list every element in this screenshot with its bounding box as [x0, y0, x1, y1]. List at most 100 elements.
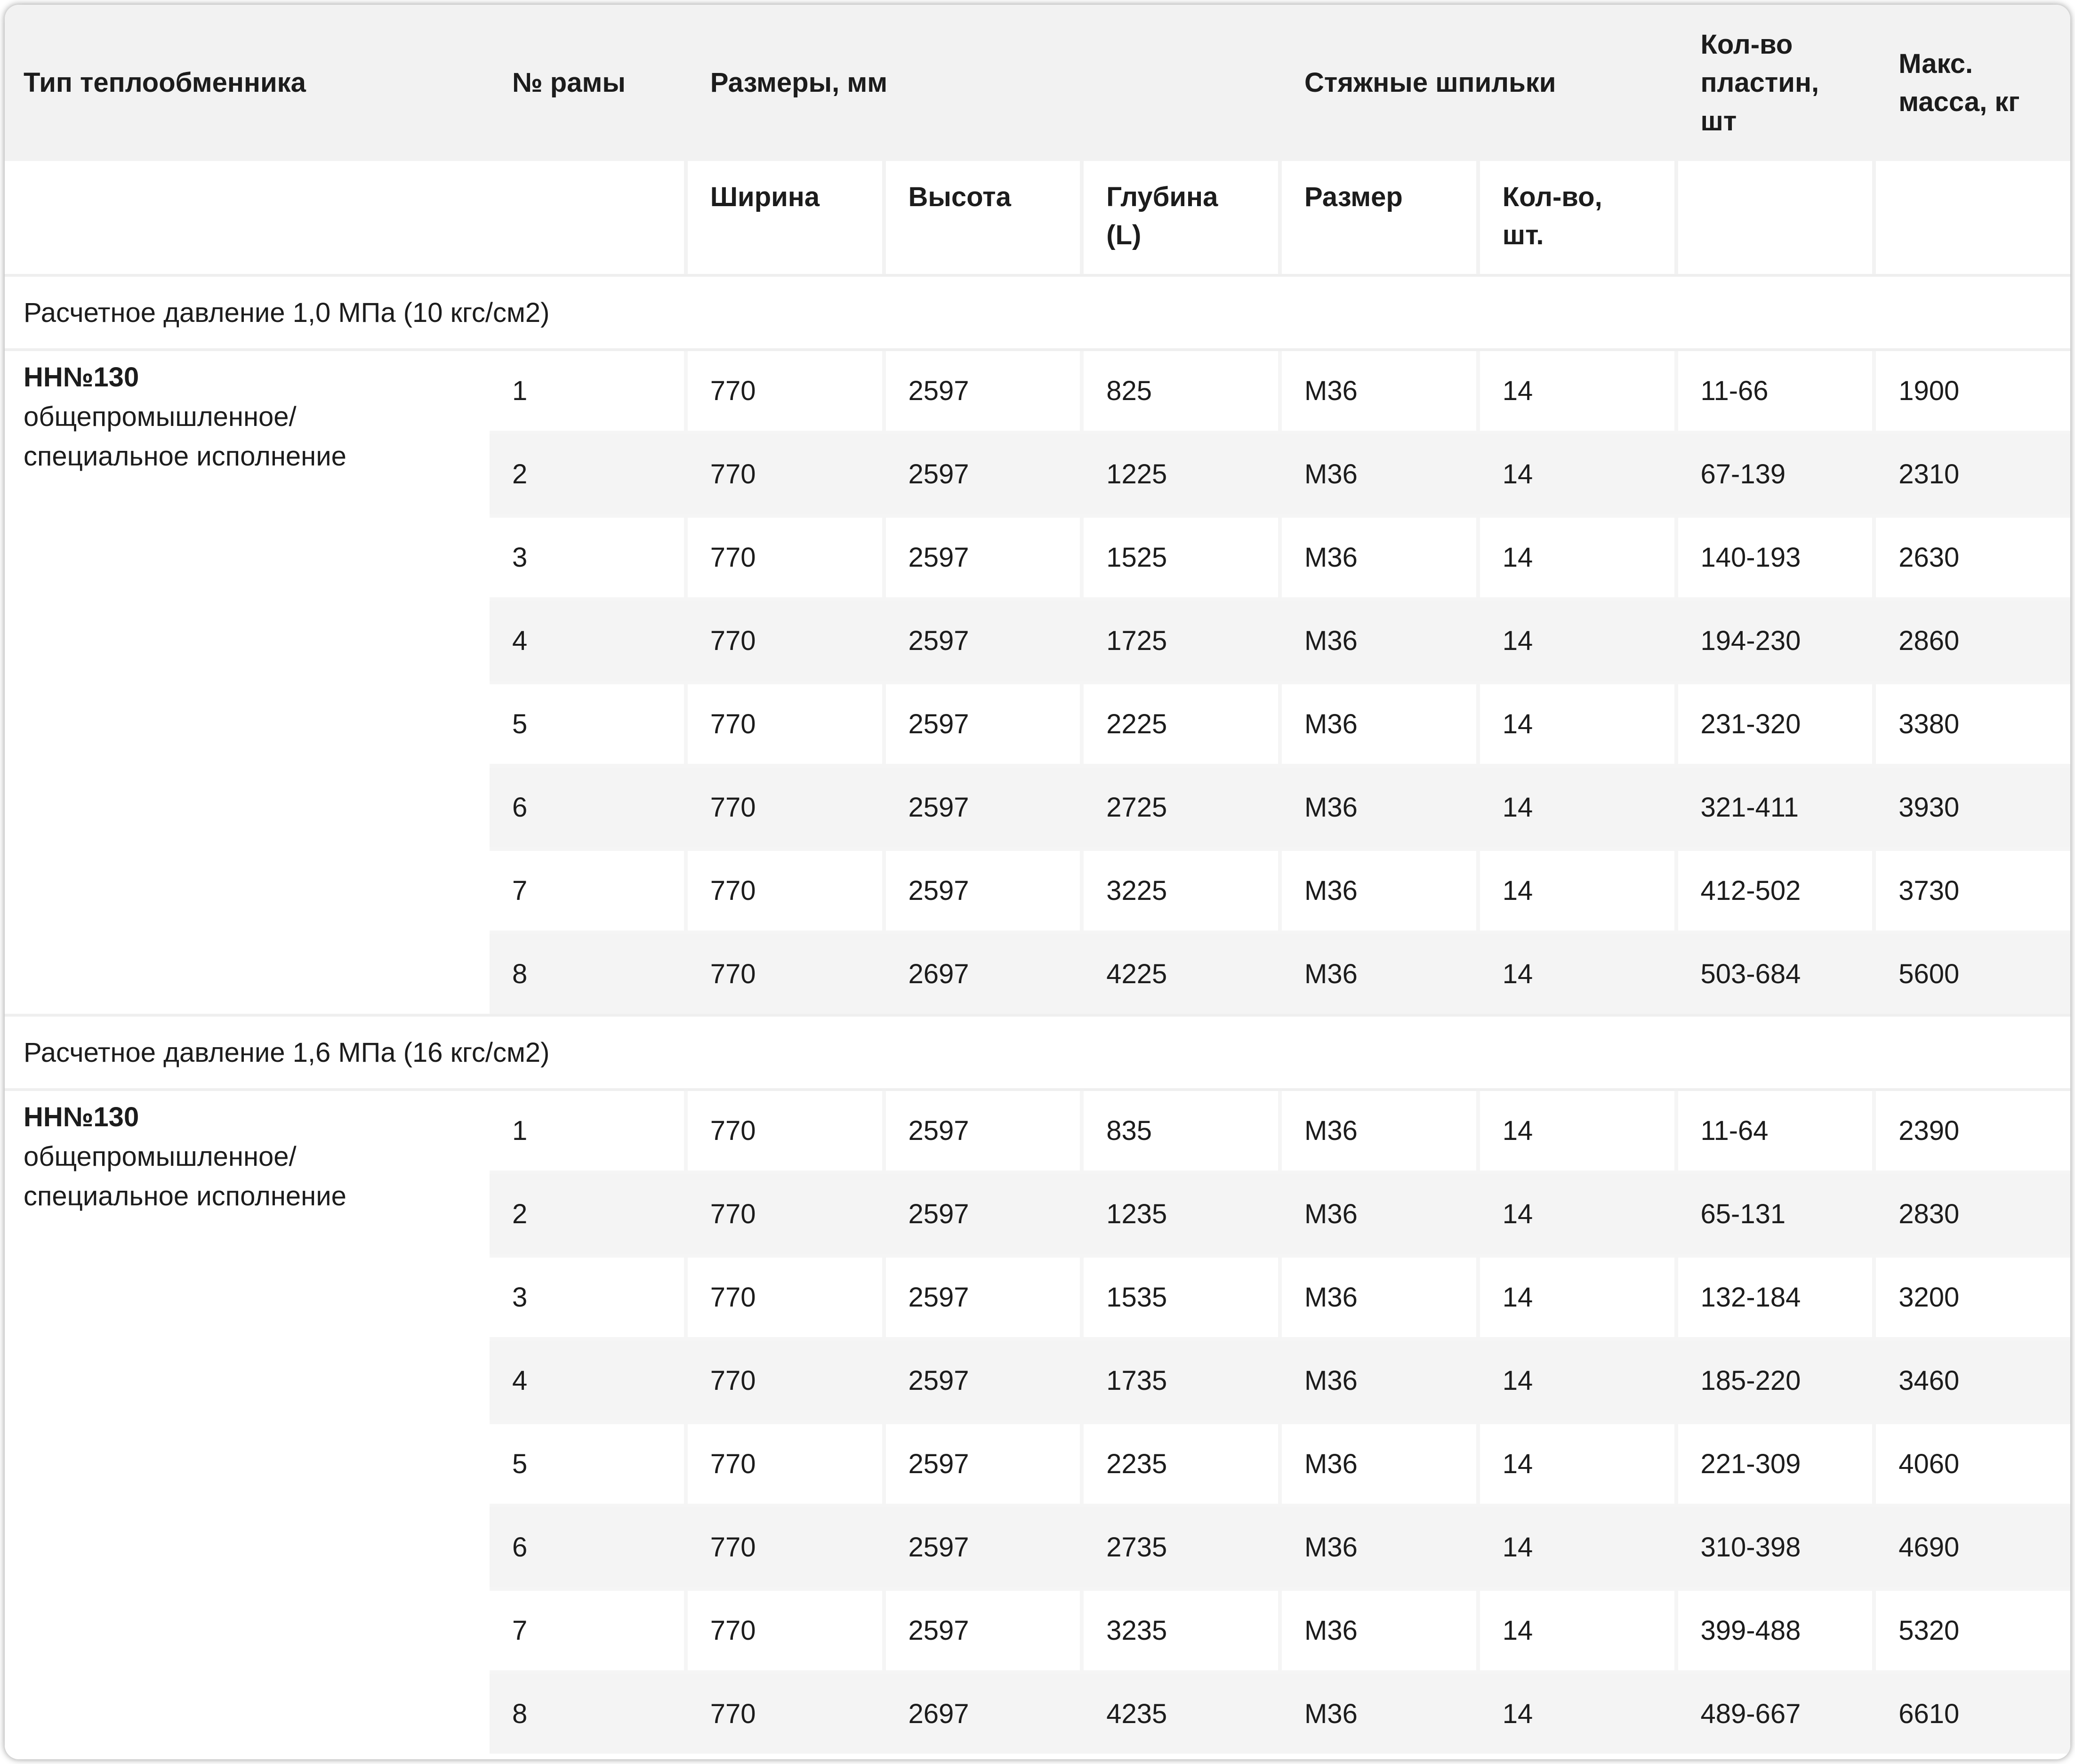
column-header-type: Тип теплообменника — [24, 67, 306, 98]
cell-max-mass: 2830 — [1898, 1199, 1960, 1229]
cell-max-mass: 2630 — [1876, 518, 2070, 597]
type-cell: НН№130 общепромышленное/ специальное исп… — [5, 1098, 490, 1217]
cell-frame-number: 4 — [512, 1365, 528, 1396]
cell-plates-range: 140-193 — [1678, 518, 1873, 597]
type-description: общепромышленное/ специальное исполнение — [24, 1141, 346, 1212]
cell-plates-range: 11-64 — [1678, 1091, 1873, 1171]
cell-stud-qty: 14 — [1480, 851, 1674, 930]
table-row: 3 770 2597 1525 М36 14 140-193 2630 — [490, 518, 2070, 597]
cell-frame-number: 4 — [512, 625, 528, 656]
cell-stud-qty: 14 — [1502, 959, 1533, 989]
cell-stud-qty: 14 — [1502, 1199, 1533, 1229]
cell-plates-range: 65-131 — [1700, 1199, 1786, 1229]
cell-height: 2697 — [908, 959, 969, 989]
cell-stud-size: М36 — [1282, 851, 1476, 930]
section-header: Расчетное давление 1,6 МПа (16 кгс/см2) — [5, 1017, 2070, 1088]
column-header-plates-count: Кол-во пластин, шт — [1700, 29, 1819, 136]
cell-frame-number: 1 — [490, 1091, 684, 1171]
cell-max-mass: 2310 — [1898, 459, 1960, 489]
cell-plates-range: 503-684 — [1700, 959, 1801, 989]
table-row: 5 770 2597 2235 М36 14 221-309 4060 — [490, 1424, 2070, 1504]
cell-stud-size: М36 — [1282, 1258, 1476, 1337]
cell-height: 2597 — [885, 1091, 1080, 1171]
cell-frame-number: 5 — [490, 684, 684, 764]
cell-plates-range: 185-220 — [1700, 1365, 1801, 1396]
cell-width: 770 — [687, 1258, 882, 1337]
table-row: 8 770 2697 4225 М36 14 503-684 5600 — [490, 934, 2070, 1014]
cell-height: 2597 — [885, 1591, 1080, 1670]
cell-stud-qty: 14 — [1480, 518, 1674, 597]
cell-frame-number: 1 — [490, 351, 684, 431]
cell-height: 2597 — [908, 1365, 969, 1396]
table-header-row: Тип теплообменника № рамы Размеры, мм Ст… — [5, 5, 2070, 161]
cell-stud-size: М36 — [1282, 1424, 1476, 1504]
cell-stud-qty: 14 — [1502, 792, 1533, 823]
cell-height: 2597 — [908, 792, 969, 823]
cell-depth: 2735 — [1106, 1532, 1167, 1563]
table-row: 1 770 2597 825 М36 14 11-66 1900 — [490, 351, 2070, 431]
cell-width: 770 — [687, 1591, 882, 1670]
table-row: 1 770 2597 835 М36 14 11-64 2390 — [490, 1091, 2070, 1171]
cell-plates-range: 321-411 — [1700, 792, 1799, 823]
table-row: 3 770 2597 1535 М36 14 132-184 3200 — [490, 1258, 2070, 1337]
type-name: НН№130 — [24, 362, 139, 393]
cell-width: 770 — [687, 351, 882, 431]
cell-depth: 2225 — [1084, 684, 1278, 764]
cell-plates-range: 489-667 — [1700, 1699, 1801, 1729]
cell-depth: 2235 — [1084, 1424, 1278, 1504]
cell-depth: 1525 — [1084, 518, 1278, 597]
cell-stud-qty: 14 — [1502, 625, 1533, 656]
cell-depth: 1535 — [1084, 1258, 1278, 1337]
cell-height: 2597 — [908, 459, 969, 489]
cell-max-mass: 3930 — [1898, 792, 1960, 823]
cell-stud-qty: 14 — [1480, 1091, 1674, 1171]
cell-stud-qty: 14 — [1480, 684, 1674, 764]
cell-frame-number: 2 — [512, 459, 528, 489]
cell-height: 2597 — [908, 1199, 969, 1229]
cell-width: 770 — [710, 792, 756, 823]
cell-depth: 1725 — [1106, 625, 1167, 656]
cell-max-mass: 3380 — [1876, 684, 2070, 764]
rows: 1 770 2597 835 М36 14 11-64 2390 2 770 2… — [490, 1091, 2070, 1754]
cell-max-mass: 4060 — [1876, 1424, 2070, 1504]
cell-depth: 3235 — [1084, 1591, 1278, 1670]
section-separator — [5, 348, 2070, 351]
cell-stud-qty: 14 — [1480, 351, 1674, 431]
cell-frame-number: 6 — [512, 1532, 528, 1563]
table-row: 8 770 2697 4235 М36 14 489-667 6610 — [490, 1674, 2070, 1754]
section-block: НН№130 общепромышленное/ специальное исп… — [5, 1091, 2070, 1754]
column-subheader-depth: Глубина (L) — [1084, 161, 1278, 274]
cell-depth: 835 — [1084, 1091, 1278, 1171]
column-group-dimensions: Размеры, мм — [710, 67, 888, 98]
table-body: Расчетное давление 1,0 МПа (10 кгс/см2) … — [5, 274, 2070, 1754]
cell-max-mass: 2860 — [1898, 625, 1960, 656]
cell-plates-range: 310-398 — [1700, 1532, 1801, 1563]
cell-plates-range: 231-320 — [1678, 684, 1873, 764]
section-block: НН№130 общепромышленное/ специальное исп… — [5, 351, 2070, 1014]
table-row: 7 770 2597 3235 М36 14 399-488 5320 — [490, 1591, 2070, 1670]
table-row: 2 770 2597 1235 М36 14 65-131 2830 — [490, 1174, 2070, 1254]
cell-max-mass: 6610 — [1898, 1699, 1960, 1729]
cell-width: 770 — [710, 1365, 756, 1396]
cell-stud-qty: 14 — [1480, 1258, 1674, 1337]
table-row: 6 770 2597 2725 М36 14 321-411 3930 — [490, 768, 2070, 847]
cell-depth: 2725 — [1106, 792, 1167, 823]
cell-stud-size: М36 — [1304, 1365, 1358, 1396]
cell-frame-number: 8 — [512, 1699, 528, 1729]
section-header: Расчетное давление 1,0 МПа (10 кгс/см2) — [5, 277, 2070, 348]
cell-height: 2597 — [908, 1532, 969, 1563]
cell-width: 770 — [687, 851, 882, 930]
table-row: 5 770 2597 2225 М36 14 231-320 3380 — [490, 684, 2070, 764]
rows: 1 770 2597 825 М36 14 11-66 1900 2 770 2… — [490, 351, 2070, 1014]
cell-frame-number: 7 — [490, 851, 684, 930]
cell-height: 2597 — [885, 1424, 1080, 1504]
cell-plates-range: 399-488 — [1678, 1591, 1873, 1670]
cell-stud-qty: 14 — [1480, 1591, 1674, 1670]
cell-max-mass: 3460 — [1898, 1365, 1960, 1396]
cell-width: 770 — [687, 684, 882, 764]
column-subheader-width: Ширина — [687, 161, 882, 274]
cell-stud-qty: 14 — [1480, 1424, 1674, 1504]
subheader-empty-plates — [1678, 161, 1873, 274]
cell-stud-size: М36 — [1304, 792, 1358, 823]
cell-max-mass: 3730 — [1876, 851, 2070, 930]
